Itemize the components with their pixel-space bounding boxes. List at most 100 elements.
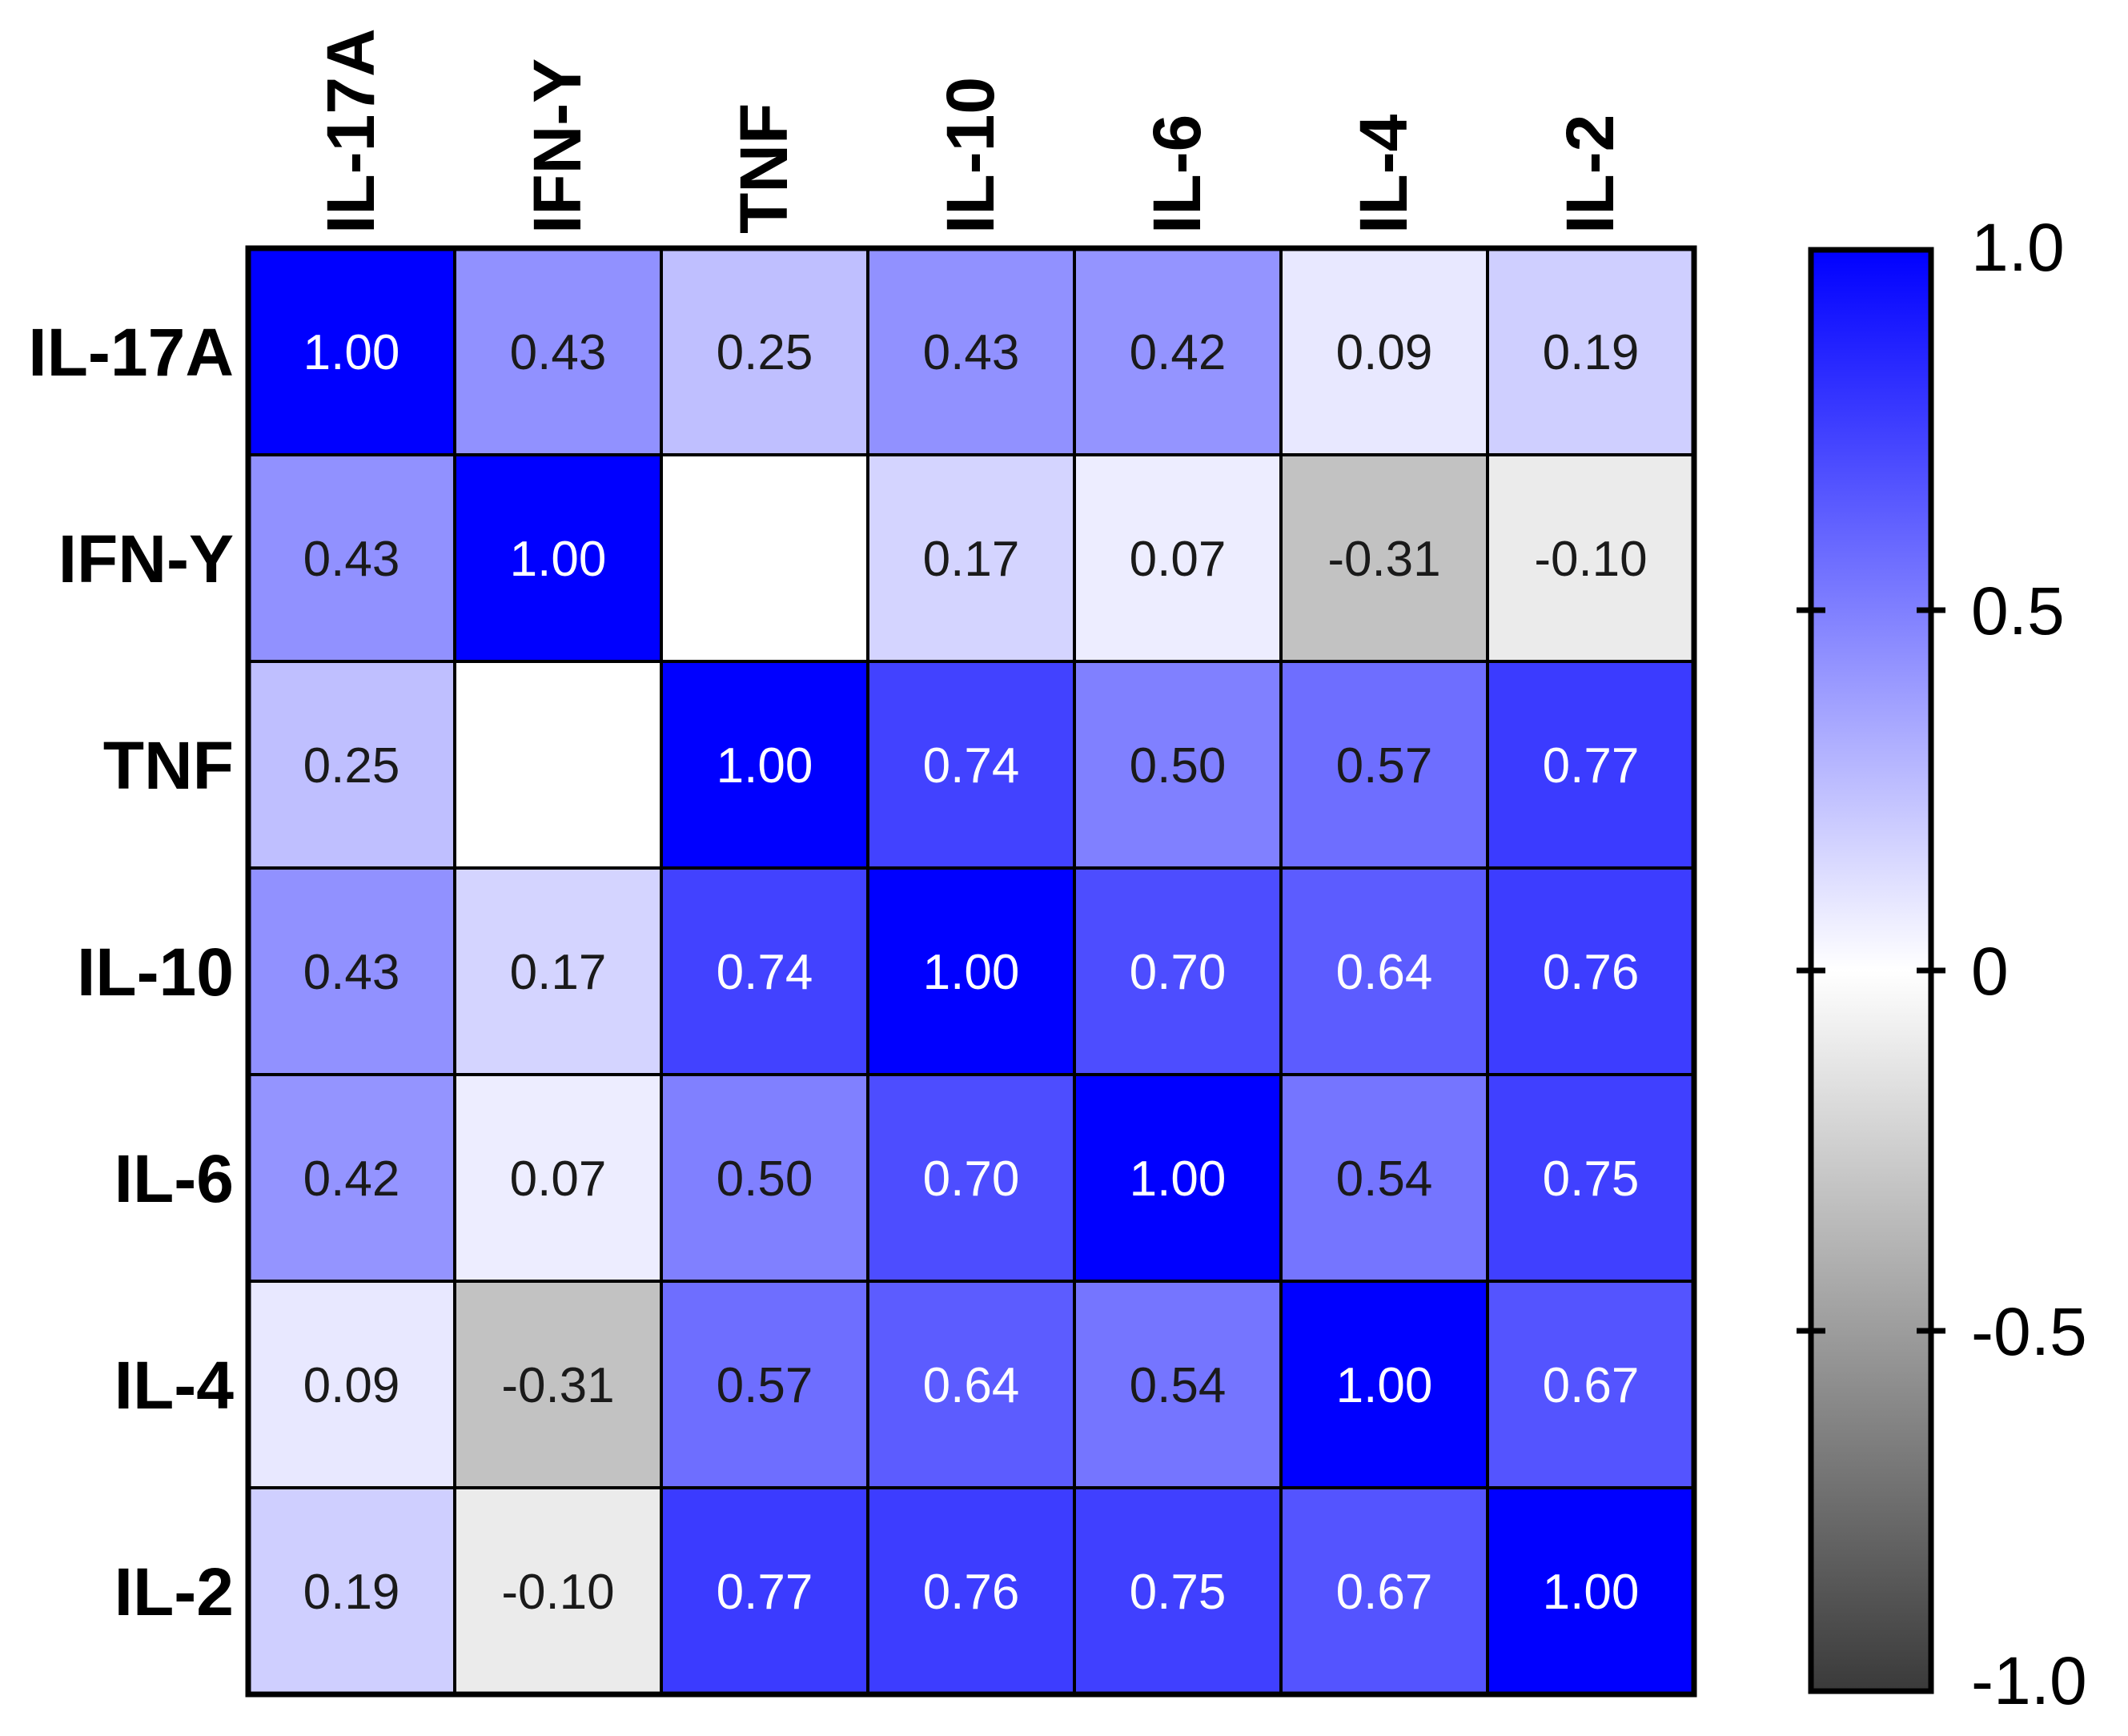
heatmap-cell [1073,1486,1283,1696]
cell-value-label: 0.76 [923,1565,1020,1620]
cell-value-label: 1.00 [1543,1565,1640,1620]
colorbar-gradient [1808,247,1934,1694]
cell-value-label: 0.74 [923,738,1020,794]
heatmap-cell [453,1073,663,1283]
heatmap-cell [453,866,663,1076]
cell-value-label: 0.43 [303,532,400,587]
column-label: IL-6 [1139,115,1215,234]
cell-value-label: -0.31 [501,1358,614,1413]
cell-value-label: 0.67 [1543,1358,1640,1413]
heatmap-cell [1279,866,1489,1076]
cell-value-label: 0.17 [923,532,1020,587]
heatmap-cell [866,866,1076,1076]
heatmap-cell [1486,1486,1696,1696]
cell-value-label: 0.43 [923,325,1020,380]
heatmap-cell [866,247,1076,456]
cell-value-label: 0.19 [303,1565,400,1620]
cell-value-label: 0.67 [1336,1565,1433,1620]
row-label: IL-2 [114,1554,234,1630]
column-label: IL-4 [1346,114,1421,234]
cell-value-label: 0.64 [1336,945,1433,1000]
heatmap-cell [866,453,1076,663]
column-label: IL-2 [1552,115,1628,234]
colorbar-ticks: 1.0 0.5 0 -0.5 -1.0 [1797,210,2087,1718]
cell-value-label: -0.10 [501,1565,614,1620]
heatmap-cell [866,660,1076,870]
cell-value-label: 0.75 [1130,1565,1227,1620]
cell-value-label: 0.25 [717,325,813,380]
cell-value-label: 1.00 [1130,1151,1227,1207]
row-label: IL-6 [114,1141,234,1216]
cell-value-label: 0.76 [1543,945,1640,1000]
cell-value-label: 0.54 [1130,1358,1227,1413]
heatmap-cell [660,1073,869,1283]
cell-value-label: -0.31 [1327,532,1440,587]
row-label: TNF [103,728,234,803]
cell-value-label: 0.25 [303,738,400,794]
cell-value-label: 0.43 [303,945,400,1000]
cell-value-label: 0.64 [923,1358,1020,1413]
row-label: IL-17A [28,315,234,390]
heatmap-cell [1279,453,1489,663]
cell-value-label: 1.00 [303,325,400,380]
heatmap-cell [453,1486,663,1696]
heatmap-cell [1073,1073,1283,1283]
cell-value-label: 0.77 [1543,738,1640,794]
row-label: IFN-Y [58,521,234,597]
cell-value-label: 0.09 [303,1358,400,1413]
cell-value-label: 0.42 [303,1151,400,1207]
colorbar: 1.0 0.5 0 -0.5 -1.0 [1797,210,2087,1718]
cell-value-label: 0.70 [923,1151,1020,1207]
heatmap-cells: 1.00 0.43 0.25 0.43 0.42 0.09 0.19 0.43 1.00 0.17… [247,247,1696,1696]
heatmap-cell [1279,660,1489,870]
cell-value-label: -0.10 [1534,532,1647,587]
heatmap-cell [247,247,456,456]
column-label: IFN-Y [520,58,595,234]
heatmap-cell [247,660,456,870]
cell-value-label: 0.77 [717,1565,813,1620]
heatmap-cell [660,1486,869,1696]
cell-value-label: 0.17 [510,945,607,1000]
heatmap-cell [1279,247,1489,456]
cell-value-label: 0.75 [1543,1151,1640,1207]
cell-value-label: 1.00 [717,738,813,794]
column-label: TNF [726,103,801,234]
heatmap-cell [247,866,456,1076]
colorbar-tick-label: 0.5 [1971,573,2065,649]
cell-value-label: 0.09 [1336,325,1433,380]
cell-value-label: 0.07 [1130,532,1227,587]
cell-value-label: 0.50 [717,1151,813,1207]
heatmap-cell [1073,1280,1283,1489]
cell-value-label: 0.74 [717,945,813,1000]
row-labels: IL-17A IFN-Y TNF IL-10 IL-6 IL-4 IL-2 [28,315,234,1630]
cell-value-label: 0.54 [1336,1151,1433,1207]
heatmap-cell [660,453,869,663]
colorbar-tick-label: -0.5 [1971,1294,2087,1369]
cell-value-label: 0.70 [1130,945,1227,1000]
heatmap-cell [1279,1486,1489,1696]
cell-value-label: 0.07 [510,1151,607,1207]
heatmap-cell [453,247,663,456]
heatmap-cell [660,866,869,1076]
colorbar-tick-label: 1.0 [1971,210,2065,285]
heatmap-cell [1486,660,1696,870]
heatmap-border [245,245,1697,1698]
heatmap-cell [247,1073,456,1283]
heatmap-cell [453,660,663,870]
colorbar-tick-label: 0 [1971,934,2009,1009]
colorbar-tick-label: -1.0 [1971,1643,2087,1718]
cell-value-label: 1.00 [923,945,1020,1000]
cell-value-label: 0.57 [1336,738,1433,794]
cell-value-label: 0.50 [1130,738,1227,794]
heatmap-cell [660,1280,869,1489]
cell-value-label: 0.19 [1543,325,1640,380]
heatmap-cell [1486,1280,1696,1489]
heatmap-cell [1279,1280,1489,1489]
column-label: IL-17A [313,28,388,234]
column-label: IL-10 [933,77,1008,234]
heatmap-cell [1073,660,1283,870]
row-label: IL-4 [114,1348,235,1423]
cell-value-label: 0.43 [510,325,607,380]
column-labels: IL-17A IFN-Y TNF IL-10 IL-6 IL-4 IL-2 [313,28,1628,234]
